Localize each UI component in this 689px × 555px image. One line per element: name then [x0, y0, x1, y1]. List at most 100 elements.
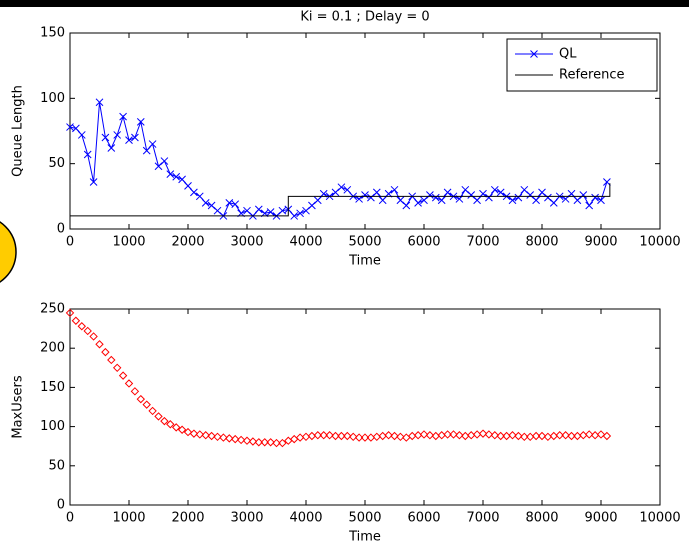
marker-diamond — [242, 436, 252, 445]
marker-diamond — [254, 438, 264, 447]
marker-diamond — [390, 431, 399, 441]
marker-diamond — [384, 431, 393, 440]
marker-diamond — [154, 412, 163, 421]
series-line — [70, 183, 611, 217]
marker-x — [142, 146, 151, 155]
marker-x — [107, 144, 116, 152]
marker-x — [178, 175, 186, 184]
legend-box — [506, 38, 658, 92]
marker-diamond — [160, 416, 169, 426]
plot-area — [69, 308, 661, 506]
marker-diamond — [272, 438, 281, 448]
marker-diamond — [189, 429, 199, 438]
legend-label: QL — [559, 47, 577, 62]
x-tick-label: 10000 — [639, 235, 680, 250]
y-tick-label: 0 — [57, 222, 65, 237]
marker-diamond — [455, 431, 464, 440]
marker-diamond — [319, 431, 328, 440]
marker-x — [131, 133, 139, 142]
x-tick-label: 2000 — [171, 511, 204, 526]
marker-diamond — [425, 431, 435, 440]
marker-diamond — [567, 431, 576, 441]
marker-diamond — [496, 431, 505, 441]
marker-diamond — [248, 437, 258, 446]
marker-diamond — [484, 430, 494, 439]
marker-diamond — [142, 400, 151, 409]
marker-x — [414, 199, 422, 207]
marker-diamond — [83, 326, 92, 336]
marker-x — [549, 199, 558, 207]
marker-x — [361, 191, 369, 199]
marker-x — [426, 191, 434, 199]
marker-diamond — [124, 379, 134, 388]
marker-x — [89, 178, 98, 186]
marker-x — [225, 199, 234, 207]
marker-diamond — [230, 434, 240, 444]
marker-x — [83, 150, 92, 159]
legend-label: Reference — [559, 68, 624, 83]
marker-x — [201, 199, 210, 207]
marker-x — [184, 182, 192, 190]
y-tick-label: 200 — [40, 341, 65, 356]
marker-diamond — [360, 433, 370, 442]
marker-x — [125, 136, 133, 145]
x-tick-label: 10000 — [639, 511, 680, 526]
y-tick-label: 50 — [48, 156, 65, 171]
marker-x — [101, 133, 110, 142]
marker-diamond — [449, 430, 458, 439]
marker-diamond — [236, 435, 246, 445]
marker-x — [113, 131, 122, 139]
marker-diamond — [278, 438, 287, 448]
marker-diamond — [325, 431, 334, 440]
marker-x — [190, 188, 198, 197]
x-axis-label: Time — [348, 254, 381, 269]
x-tick-label: 3000 — [230, 511, 263, 526]
marker-diamond — [148, 406, 157, 416]
marker-diamond — [508, 431, 517, 440]
marker-diamond — [602, 431, 612, 441]
marker-x — [296, 209, 304, 218]
x-tick-label: 5000 — [348, 235, 381, 250]
marker-x — [579, 191, 588, 199]
marker-diamond — [331, 431, 340, 441]
marker-x — [95, 98, 104, 107]
marker-x — [343, 185, 352, 194]
marker-diamond — [166, 420, 175, 429]
marker-diamond — [77, 322, 87, 331]
marker-x — [231, 200, 240, 209]
marker-x — [402, 201, 411, 210]
marker-diamond — [555, 431, 564, 440]
x-tick-label: 2000 — [171, 235, 204, 250]
marker-diamond — [112, 363, 122, 373]
marker-diamond — [213, 432, 222, 441]
x-tick-label: 8000 — [525, 235, 558, 250]
marker-x — [378, 196, 387, 205]
marker-diamond — [260, 438, 269, 447]
y-axis-label: MaxUsers — [11, 375, 26, 439]
marker-x — [148, 140, 157, 148]
marker-diamond — [520, 432, 529, 441]
marker-diamond — [89, 332, 98, 341]
marker-diamond — [95, 340, 104, 349]
marker-diamond — [130, 387, 140, 396]
marker-diamond — [443, 430, 452, 439]
overlay-circle — [0, 221, 17, 283]
y-tick-label: 100 — [40, 91, 65, 106]
marker-x — [603, 178, 611, 186]
x-tick-label: 5000 — [348, 511, 381, 526]
marker-diamond — [584, 430, 594, 439]
marker-x — [119, 112, 127, 121]
x-tick-label: 1000 — [112, 235, 145, 250]
y-tick-label: 50 — [48, 458, 65, 473]
marker-diamond — [171, 423, 181, 432]
x-tick-label: 9000 — [584, 511, 617, 526]
x-tick-label: 4000 — [289, 235, 322, 250]
marker-x — [160, 157, 169, 165]
y-tick-label: 150 — [40, 26, 65, 41]
y-tick-label: 250 — [40, 302, 65, 317]
marker-diamond — [537, 431, 547, 441]
marker-diamond — [313, 431, 323, 440]
x-axis-label: Time — [348, 530, 381, 545]
marker-x — [136, 117, 145, 126]
